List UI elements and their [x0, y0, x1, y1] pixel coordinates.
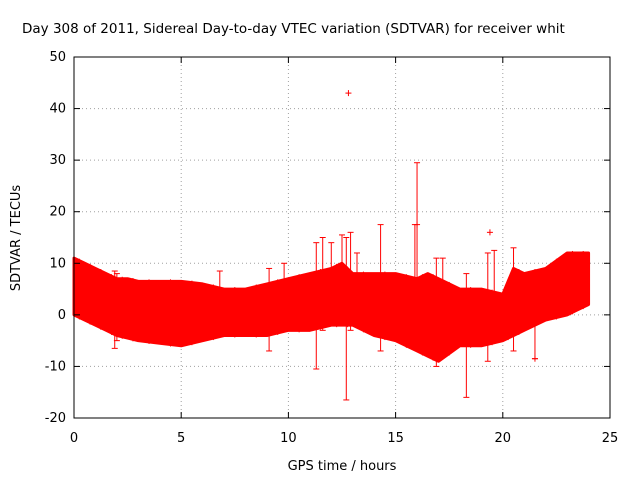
x-tick-label: 15 — [387, 431, 404, 446]
x-tick-label: 25 — [602, 431, 619, 446]
y-tick-label: 0 — [58, 308, 66, 323]
x-tick-label: 10 — [280, 431, 297, 446]
x-axis-label: GPS time / hours — [288, 459, 397, 474]
y-tick-label: 20 — [49, 205, 66, 220]
plot-frame — [73, 56, 611, 419]
x-tick-label: 20 — [495, 431, 512, 446]
axis-ticks: 0 5 10 15 20 25 -20 -10 0 10 20 30 40 50 — [45, 50, 619, 446]
y-axis-label: SDTVAR / TECUs — [9, 185, 24, 292]
x-tick-label: 0 — [70, 431, 78, 446]
y-tick-label: -20 — [45, 411, 66, 426]
chart-title: Day 308 of 2011, Sidereal Day-to-day VTE… — [22, 21, 565, 37]
y-tick-label: 50 — [49, 50, 66, 65]
data-series — [72, 90, 591, 401]
x-tick-label: 5 — [177, 431, 185, 446]
y-tick-label: 10 — [49, 256, 66, 271]
y-tick-label: 30 — [49, 153, 66, 168]
y-tick-label: -10 — [45, 359, 66, 374]
y-tick-label: 40 — [49, 102, 66, 117]
